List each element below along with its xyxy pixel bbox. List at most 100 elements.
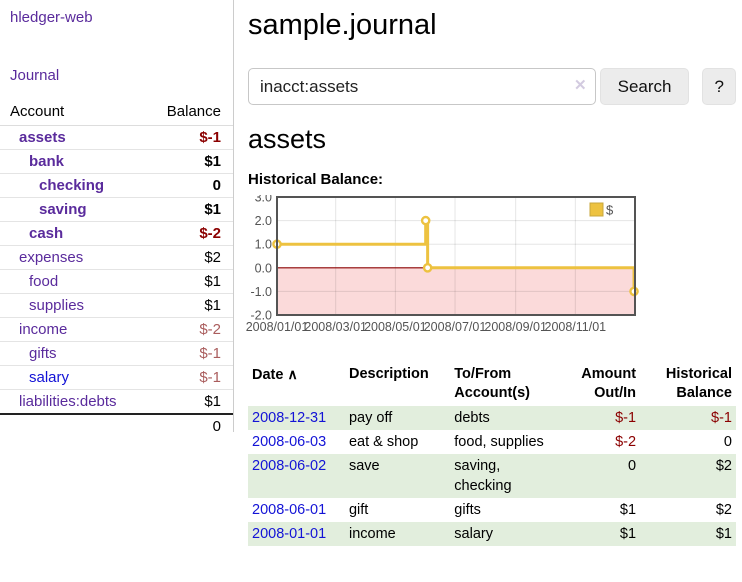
search-form: ✕ Search ? [248,68,736,105]
help-button[interactable]: ? [702,68,736,105]
register-header-balance: Historical Balance [665,366,732,401]
brand-link[interactable]: hledger-web [10,9,93,26]
account-row: cash $-2 [0,221,233,246]
transaction-description: income [348,526,396,542]
sidebar-account-link[interactable]: saving [39,201,87,218]
account-balance: $-1 [148,125,233,150]
account-row: expenses $2 [0,245,233,270]
sidebar-account-link[interactable]: bank [29,153,65,170]
search-box: ✕ [248,68,596,105]
transaction-date-link[interactable]: 2008-06-03 [252,434,327,450]
account-row: assets $-1 [0,125,233,150]
transaction-accounts: salary [454,526,493,542]
account-row: gifts $-1 [0,341,233,366]
sidebar-account-link[interactable]: salary [29,369,70,386]
sidebar-account-link[interactable]: liabilities:debts [19,393,117,410]
svg-text:1.0: 1.0 [255,238,272,252]
account-balance: 0 [148,173,233,198]
accounts-total-spacer [0,413,149,438]
historical-balance-chart: 3.0 2.0 1.0 0.0 -1.0 -2.0 2008/01/01 2008/03/01… [241,191,736,342]
accounts-total-row: 0 [0,413,233,438]
svg-text:-2.0: -2.0 [250,309,272,323]
account-balance: $2 [148,245,233,270]
transaction-row: 2008-01-01 income salary $1 $1 [248,522,736,546]
transaction-amount: $1 [619,502,637,518]
transaction-amount: $-2 [615,434,637,450]
transaction-accounts: saving, checking [454,458,512,494]
search-button[interactable]: Search [599,68,690,105]
svg-text:2008/03/01: 2008/03/01 [304,320,367,334]
account-balance: $-2 [148,317,233,342]
transaction-description: gift [348,502,369,518]
sidebar: hledger-web Journal Account Balance asse… [0,0,233,438]
transaction-accounts: food, supplies [454,434,544,450]
transaction-balance: $1 [715,526,732,542]
page-title: sample.journal [248,9,437,41]
register-header-amount: Amount Out/In [581,366,637,401]
transaction-description: pay off [348,410,393,426]
account-row: checking 0 [0,173,233,198]
date-header-label: Date [252,367,284,383]
transaction-balance: $-1 [711,410,732,426]
chart-title: Historical Balance: [248,171,384,188]
transaction-date-link[interactable]: 2008-12-31 [252,410,327,426]
register-header-date[interactable]: Date ∧ [248,363,345,406]
sidebar-account-link[interactable]: income [19,321,68,338]
account-row: bank $1 [0,149,233,174]
transaction-accounts: debts [454,410,490,426]
svg-text:2008/05/01: 2008/05/01 [364,320,427,334]
svg-text:0.0: 0.0 [255,261,272,275]
transaction-date-link[interactable]: 2008-01-01 [252,526,327,542]
transaction-row: 2008-06-01 gift gifts $1 $2 [248,498,736,522]
account-balance: $-1 [148,341,233,366]
svg-text:2008/07/01: 2008/07/01 [424,320,487,334]
account-row: food $1 [0,269,233,294]
sidebar-account-link[interactable]: checking [39,177,105,194]
account-balance: $1 [148,269,233,294]
sidebar-divider [233,0,234,432]
svg-text:2.0: 2.0 [255,214,272,228]
sidebar-account-link[interactable]: gifts [29,345,57,362]
sidebar-accounts-body: assets $-1 bank $1 checking 0 saving $1 cash $-2 e… [0,125,233,415]
account-balance: $-2 [148,221,233,246]
sidebar-account-link[interactable]: cash [29,225,64,242]
transaction-amount: 0 [627,458,637,474]
clear-search-icon[interactable]: ✕ [574,77,587,94]
account-balance: $1 [148,389,233,415]
svg-text:$: $ [606,203,614,218]
sort-ascending-icon: ∧ [287,366,298,382]
account-heading: assets [248,124,327,154]
balance-chart-svg: 3.0 2.0 1.0 0.0 -1.0 -2.02008/01/012008/03/01… [246,191,639,334]
search-input[interactable] [248,68,596,105]
transaction-balance: $2 [715,458,732,474]
transaction-date-link[interactable]: 2008-06-02 [252,458,327,474]
register-body: 2008-12-31 pay off debts $-1 $-1 2008-06-03 ea… [248,406,736,546]
transaction-row: 2008-06-02 save saving, checking 0 $2 [248,454,736,498]
transaction-accounts: gifts [454,502,481,518]
sidebar-account-link[interactable]: assets [19,129,66,146]
sidebar-account-link[interactable]: supplies [29,297,85,314]
account-row: liabilities:debts $1 [0,389,233,415]
svg-text:2008/11/01: 2008/11/01 [545,320,607,334]
transaction-balance: 0 [723,434,732,450]
account-row: supplies $1 [0,293,233,318]
register-header-row: Date ∧ Description To/From Account(s) Am… [248,363,736,406]
register-header-accounts: To/From Account(s) [454,366,531,401]
account-row: saving $1 [0,197,233,222]
account-balance: $1 [148,149,233,174]
sidebar-account-link[interactable]: expenses [19,249,84,266]
accounts-header-account: Account [0,99,149,126]
account-balance: $1 [148,293,233,318]
sidebar-account-link[interactable]: food [29,273,59,290]
accounts-balance-table: Account Balance assets $-1 bank $1 checking 0… [0,99,233,438]
register-header-description: Description [348,366,429,382]
accounts-table-header-row: Account Balance [0,99,233,126]
transaction-row: 2008-06-03 eat & shop food, supplies $-2 0 [248,430,736,454]
transaction-balance: $2 [715,502,732,518]
sidebar-item-journal[interactable]: Journal [10,67,60,84]
transaction-date-link[interactable]: 2008-06-01 [252,502,327,518]
transaction-description: save [348,458,380,474]
account-row: salary $-1 [0,365,233,390]
account-balance: $-1 [148,365,233,390]
